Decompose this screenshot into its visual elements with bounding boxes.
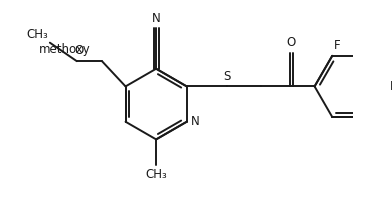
Text: methoxy: methoxy — [38, 43, 90, 56]
Text: N: N — [152, 12, 160, 25]
Text: F: F — [334, 39, 341, 52]
Text: CH₃: CH₃ — [145, 168, 167, 181]
Text: CH₃: CH₃ — [26, 28, 48, 41]
Text: methoxy: methoxy — [1, 30, 47, 40]
Text: N: N — [191, 115, 200, 128]
Text: O: O — [74, 44, 84, 57]
Text: O: O — [287, 36, 296, 49]
Text: F: F — [389, 80, 392, 93]
Text: methoxy: methoxy — [3, 31, 48, 41]
Text: S: S — [223, 70, 231, 83]
